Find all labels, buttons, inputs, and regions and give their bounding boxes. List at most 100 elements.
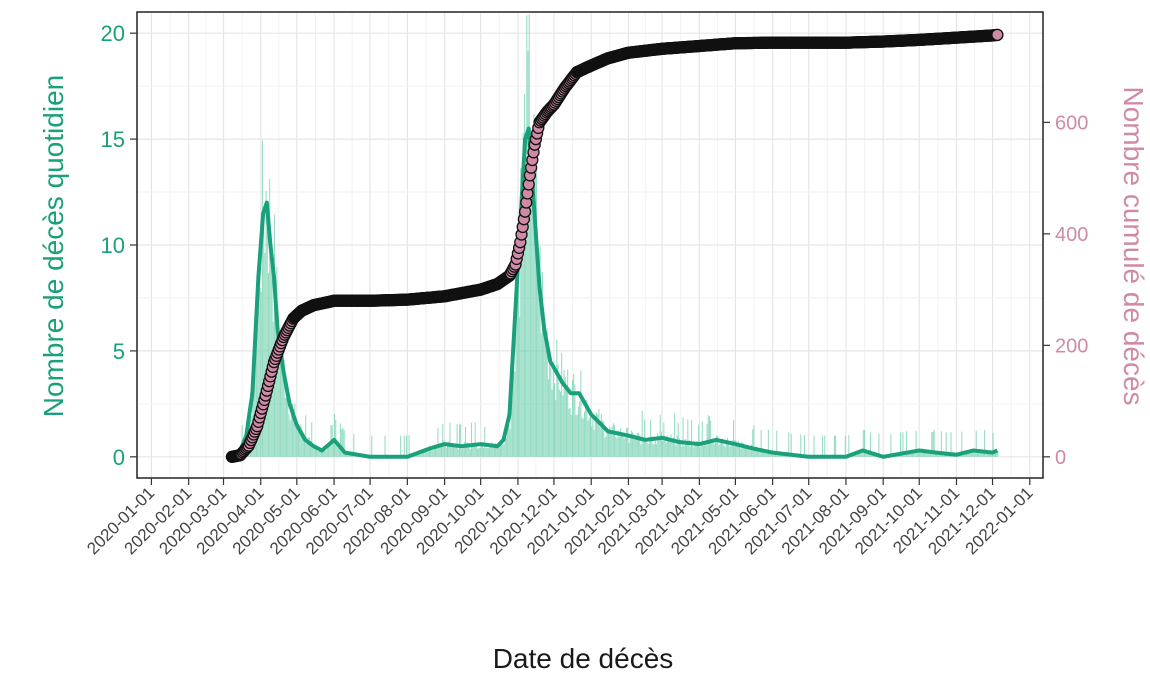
daily-bar xyxy=(473,446,475,457)
daily-bar xyxy=(903,454,905,457)
daily-bar xyxy=(638,432,640,457)
daily-bar xyxy=(738,442,741,457)
daily-bar xyxy=(400,435,402,457)
daily-bar xyxy=(674,413,676,457)
daily-bar xyxy=(283,360,285,457)
daily-bar xyxy=(257,290,259,457)
daily-bar xyxy=(553,383,555,457)
daily-bar xyxy=(740,448,742,457)
daily-bar xyxy=(574,384,576,457)
daily-bar xyxy=(561,352,563,457)
daily-bar xyxy=(737,441,739,457)
daily-bar xyxy=(741,441,743,457)
daily-bar xyxy=(633,438,635,457)
daily-bar xyxy=(654,440,656,457)
daily-bar xyxy=(534,176,536,457)
daily-bar xyxy=(906,431,908,457)
daily-bar xyxy=(997,451,999,457)
daily-bar xyxy=(626,427,628,457)
daily-bar xyxy=(726,437,729,457)
daily-bar xyxy=(945,432,947,457)
daily-bar xyxy=(510,394,512,457)
daily-bar xyxy=(295,425,297,457)
daily-bar xyxy=(533,114,535,457)
daily-bar xyxy=(859,453,861,457)
daily-bar xyxy=(340,423,342,457)
daily-bar xyxy=(610,429,612,457)
daily-bar xyxy=(490,445,492,457)
daily-bar xyxy=(437,428,439,457)
daily-bar xyxy=(605,436,607,457)
daily-bar xyxy=(994,451,996,457)
daily-bar xyxy=(337,447,339,457)
daily-bar xyxy=(426,450,428,457)
daily-bar xyxy=(587,420,589,457)
daily-bar xyxy=(968,451,970,457)
y-tick-label-right: 600 xyxy=(1055,112,1088,134)
daily-bar xyxy=(540,333,542,457)
daily-bar xyxy=(984,429,986,457)
daily-bar xyxy=(430,449,432,457)
daily-bar xyxy=(461,449,463,457)
daily-bar xyxy=(504,429,506,457)
daily-bar xyxy=(481,443,483,457)
daily-bar xyxy=(485,447,487,457)
daily-bar xyxy=(565,390,567,457)
daily-bar xyxy=(459,424,461,457)
daily-bar xyxy=(725,440,727,457)
cumulative-point xyxy=(991,28,1004,42)
daily-bar xyxy=(275,322,277,457)
daily-bar xyxy=(439,443,441,457)
daily-bar xyxy=(597,414,599,457)
daily-bar xyxy=(284,397,286,457)
daily-bar xyxy=(299,429,301,457)
daily-bar xyxy=(907,453,909,457)
daily-bar xyxy=(634,435,636,457)
daily-bar xyxy=(602,420,604,457)
daily-bar xyxy=(289,420,291,457)
daily-bar xyxy=(598,409,600,457)
daily-bar xyxy=(761,448,763,457)
daily-bar xyxy=(552,362,554,457)
daily-bar xyxy=(651,436,653,457)
daily-bar xyxy=(408,435,410,457)
daily-bar xyxy=(497,446,499,457)
daily-bar xyxy=(767,429,769,457)
daily-bar xyxy=(454,444,456,457)
daily-bar xyxy=(579,401,581,457)
daily-bar xyxy=(672,437,674,457)
daily-bar xyxy=(718,444,720,457)
daily-bar xyxy=(987,453,989,457)
daily-bar xyxy=(478,447,480,457)
daily-bar xyxy=(498,448,500,457)
x-axis-label: Date de décès xyxy=(493,643,674,673)
daily-bar xyxy=(447,445,449,457)
daily-bar xyxy=(255,328,257,457)
y-tick-label-left: 20 xyxy=(101,21,125,46)
y-axis-label-right: Nombre cumulé de décès xyxy=(1118,86,1149,405)
daily-bar xyxy=(325,450,327,457)
daily-bar xyxy=(766,451,768,457)
daily-bar xyxy=(316,448,318,457)
daily-bar xyxy=(328,443,330,457)
daily-bar xyxy=(428,445,431,457)
daily-bar xyxy=(909,453,911,457)
daily-bar xyxy=(424,448,426,457)
daily-bar xyxy=(279,335,282,457)
daily-bar xyxy=(623,438,625,457)
daily-bar xyxy=(448,441,450,457)
daily-bar xyxy=(910,453,912,457)
daily-bar xyxy=(821,435,823,457)
daily-deaths-line xyxy=(232,126,999,459)
daily-bar xyxy=(752,429,754,457)
daily-bar xyxy=(730,441,732,457)
daily-bar xyxy=(604,437,606,457)
daily-bar xyxy=(694,443,696,457)
daily-bar xyxy=(421,452,423,457)
daily-bar xyxy=(456,424,458,457)
daily-bar xyxy=(301,433,303,457)
daily-bar xyxy=(757,451,759,457)
daily-bar xyxy=(753,425,755,457)
daily-bar xyxy=(576,414,578,457)
daily-bar xyxy=(514,371,516,457)
